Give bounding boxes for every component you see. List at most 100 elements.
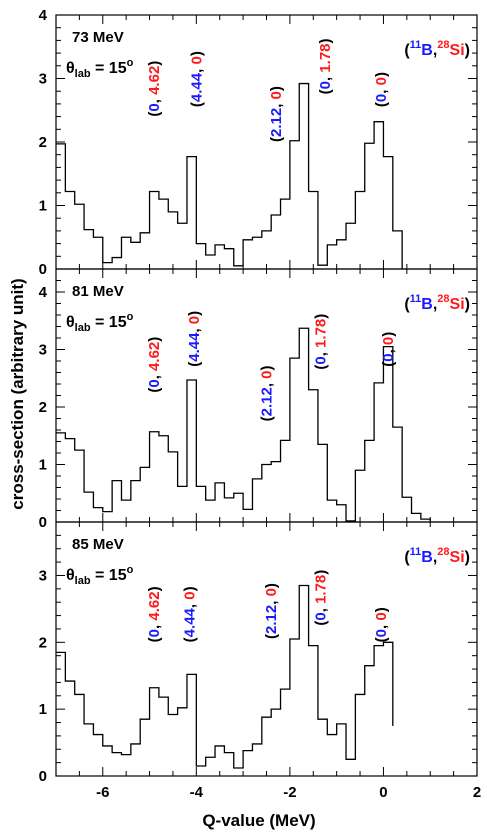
y-tick-label: 4: [39, 284, 48, 301]
peak-annotation: (0, 0): [373, 72, 390, 107]
annotation-part: 4.44: [188, 72, 205, 102]
y-axis-label: cross-section (arbitrary unit): [8, 278, 27, 509]
annotation-part: 4.44: [181, 607, 198, 637]
panel-frame: [55, 521, 478, 777]
annotation-part: 0: [146, 103, 163, 111]
annotation-part: 1.78: [317, 43, 334, 72]
annotation-part: 0: [373, 94, 390, 102]
annotation-part: 0: [312, 356, 329, 364]
annotation-part: ): [146, 337, 163, 342]
annotation-part: (: [146, 637, 163, 642]
peak-annotation: (2.12, 0): [263, 583, 280, 639]
silicon-symbol: Si: [450, 296, 465, 313]
theta-lab-label: θlab = 15o: [66, 57, 134, 80]
annotation-part: (: [380, 362, 397, 367]
annotation-part: 4.44: [186, 332, 203, 362]
reaction-label: (11B,28Si): [404, 293, 470, 313]
paren-close: ): [465, 42, 470, 59]
beam-energy-label: 85 MeV: [72, 536, 124, 553]
annotation-part: 0: [186, 316, 203, 324]
x-tick-label: -2: [283, 784, 296, 801]
annotation-part: (: [259, 416, 276, 421]
annotation-part: ,: [146, 95, 163, 103]
degree-symbol: o: [127, 57, 134, 69]
annotation-part: ,: [312, 604, 329, 612]
peak-annotation: (2.12, 0): [268, 86, 285, 142]
theta-symbol: θ: [66, 567, 75, 584]
y-tick-label: 2: [39, 399, 47, 416]
annotation-part: (: [188, 102, 205, 107]
annotation-part: 4.62: [146, 591, 163, 620]
peak-annotation: (4.44, 0): [188, 51, 205, 107]
annotation-part: ): [312, 570, 329, 575]
annotation-part: (: [186, 362, 203, 367]
boron-mass-number: 11: [410, 546, 422, 558]
annotation-part: ): [188, 51, 205, 56]
boron-symbol: B: [421, 42, 433, 59]
annotation-part: (: [312, 621, 329, 626]
theta-symbol: θ: [66, 314, 75, 331]
x-tick-label: 2: [473, 784, 481, 801]
y-tick-label: 2: [39, 634, 47, 651]
annotation-part: ,: [181, 600, 198, 608]
annotation-part: 0: [317, 81, 334, 89]
annotation-part: 0: [181, 591, 198, 599]
boron-mass-number: 11: [410, 293, 422, 305]
annotation-part: ,: [186, 324, 203, 332]
annotation-part: 0: [373, 629, 390, 637]
theta-value: = 15: [91, 314, 127, 331]
x-tick-label: -6: [96, 784, 109, 801]
peak-annotation: (4.44, 0): [186, 311, 203, 367]
y-tick-label: 3: [39, 71, 47, 88]
silicon-mass-number: 28: [437, 39, 449, 51]
annotation-part: ): [373, 607, 390, 612]
peak-annotation: (0, 1.78): [312, 570, 329, 626]
annotation-part: ,: [259, 379, 276, 387]
annotation-part: (: [312, 365, 329, 370]
annotation-part: (: [263, 634, 280, 639]
boron-symbol: B: [421, 549, 433, 566]
peak-annotation: (0, 4.62): [146, 61, 163, 117]
paren-close: ): [465, 549, 470, 566]
annotation-part: 4.62: [146, 66, 163, 95]
x-axis-label: Q-value (MeV): [202, 811, 315, 830]
annotation-part: 0: [146, 629, 163, 637]
paren-open: (: [404, 549, 410, 566]
y-tick-label: 1: [39, 198, 47, 215]
peak-annotation: (0, 1.78): [312, 314, 329, 370]
annotation-part: ,: [146, 621, 163, 629]
reaction-label: (11B,28Si): [404, 39, 470, 59]
annotation-part: ): [259, 365, 276, 370]
peak-annotation: (2.12, 0): [259, 365, 276, 421]
annotation-part: 0: [380, 337, 397, 345]
theta-lab-label: θlab = 15o: [66, 564, 134, 587]
silicon-symbol: Si: [450, 42, 465, 59]
paren-open: (: [404, 296, 410, 313]
histogram-series: [56, 82, 403, 269]
x-tick-label: 0: [379, 784, 387, 801]
annotation-part: 0: [268, 91, 285, 99]
y-tick-label: 2: [39, 134, 47, 151]
y-tick-label: 1: [39, 457, 47, 474]
annotation-part: ): [146, 586, 163, 591]
annotation-part: ): [146, 61, 163, 66]
histogram-series: [56, 327, 431, 522]
y-tick-label: 3: [39, 567, 47, 584]
annotation-part: 0: [312, 612, 329, 620]
theta-value: = 15: [91, 60, 127, 77]
annotation-part: 0: [263, 588, 280, 596]
annotation-part: ,: [373, 85, 390, 93]
annotation-part: ,: [373, 621, 390, 629]
y-tick-label: 0: [39, 514, 47, 531]
annotation-part: 1.78: [312, 575, 329, 604]
y-tick-label: 3: [39, 342, 47, 359]
beam-energy-label: 81 MeV: [72, 283, 124, 300]
annotation-part: 2.12: [263, 605, 280, 634]
degree-symbol: o: [127, 311, 134, 323]
annotation-part: ): [373, 72, 390, 77]
boron-symbol: B: [421, 296, 433, 313]
peak-annotation: (0, 4.62): [146, 337, 163, 393]
